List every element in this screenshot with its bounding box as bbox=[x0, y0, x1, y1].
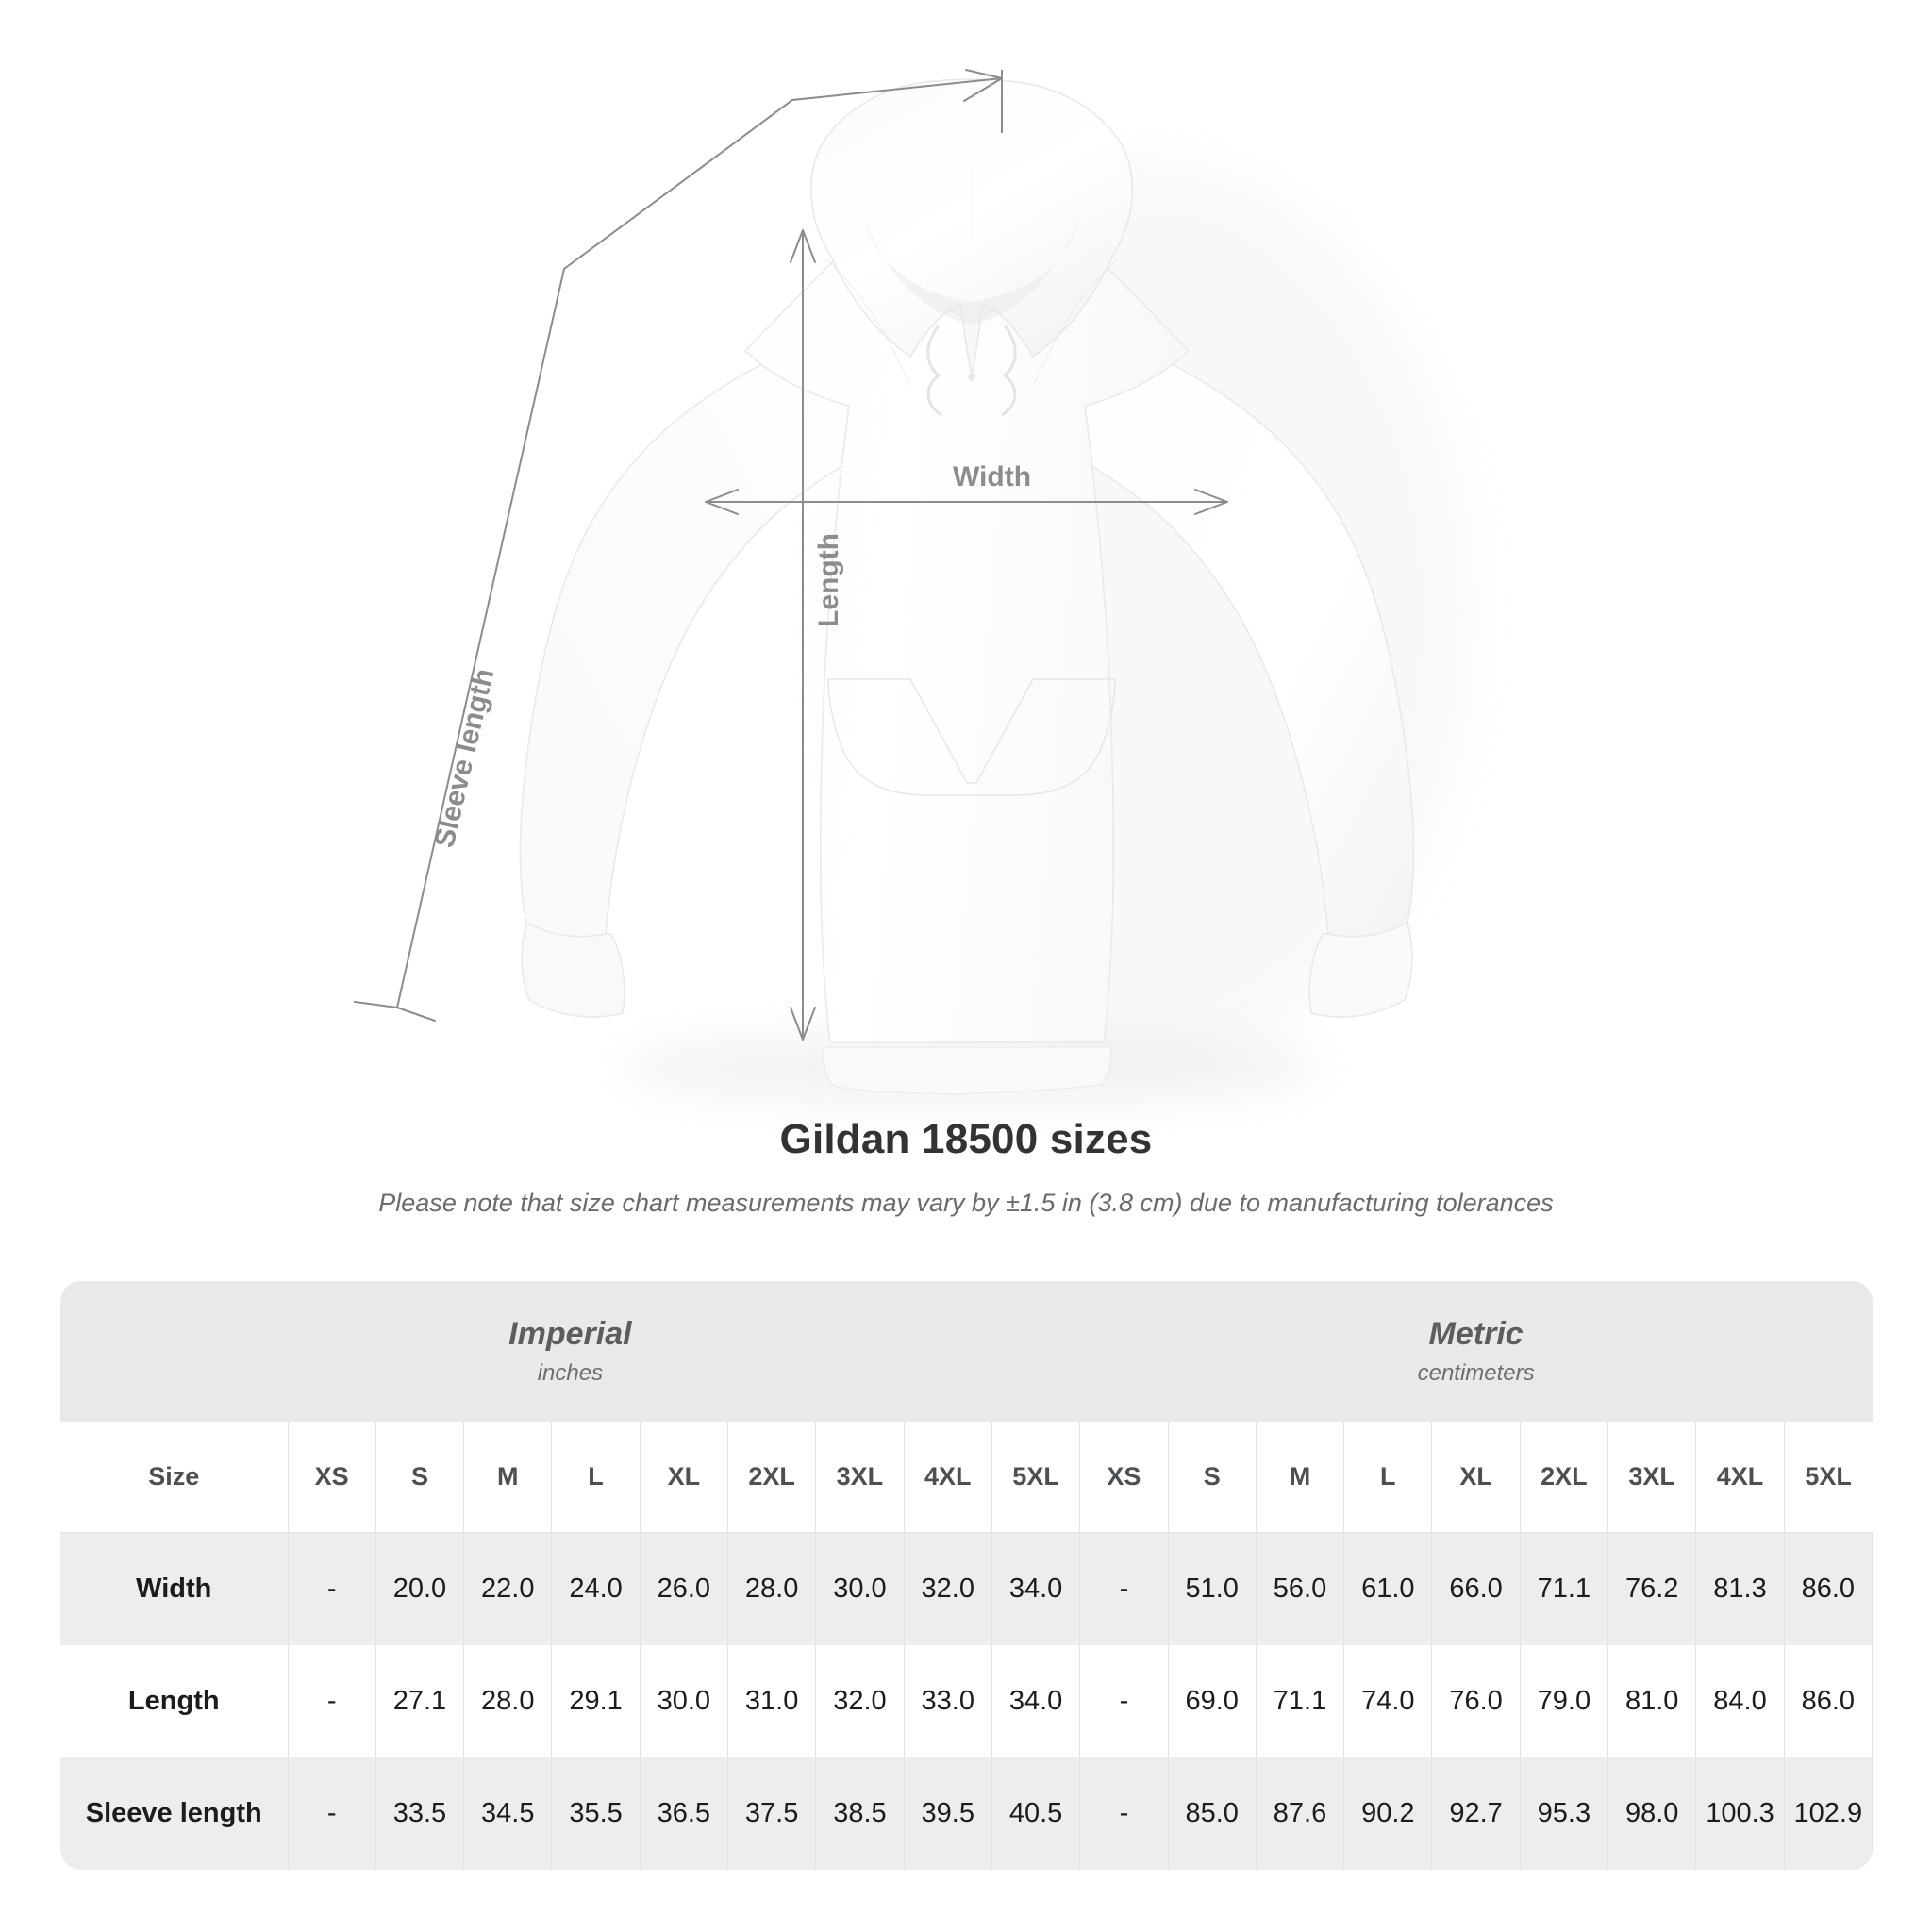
svg-text:Sleeve length: Sleeve length bbox=[429, 666, 501, 851]
svg-text:Length: Length bbox=[813, 533, 844, 627]
svg-text:Width: Width bbox=[953, 461, 1031, 492]
